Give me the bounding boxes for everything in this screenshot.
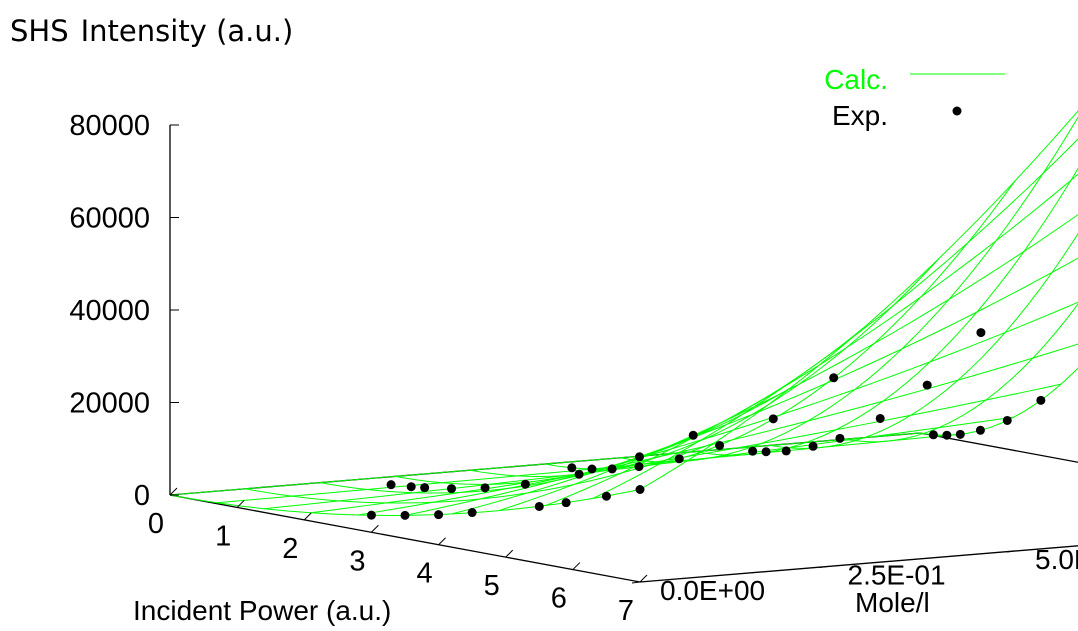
data-point-1 (400, 510, 410, 520)
data-point-17 (567, 463, 577, 473)
x-tick-label-6: 6 (551, 583, 567, 615)
x-tick-mark-5 (505, 549, 514, 558)
legend-swatch-exp (952, 106, 962, 116)
z-tick-label-1: 20000 (69, 388, 150, 420)
x-tick-label-0: 0 (148, 508, 164, 540)
y-tick-mark-1 (819, 566, 828, 568)
data-point-27 (781, 446, 791, 456)
back-base-line (919, 432, 1078, 463)
legend: Calc. Exp. (824, 64, 1005, 131)
data-point-28 (808, 441, 818, 451)
z-tick-label-0: 0 (134, 480, 150, 512)
x-tick-mark-4 (438, 537, 446, 546)
x-tick-label-3: 3 (349, 545, 365, 577)
data-point-16 (688, 430, 698, 440)
experimental-points (366, 328, 1046, 520)
surface-line-y-10 (919, 367, 1078, 436)
data-point-6 (601, 491, 611, 501)
x-tick-label-2: 2 (282, 533, 298, 565)
data-point-20 (634, 462, 644, 472)
surface-line-x-9 (592, 138, 1078, 499)
data-point-24 (829, 373, 839, 383)
y-tick-label-2: 5.0E-01 (1035, 544, 1078, 575)
surface-line-x-5 (404, 301, 1078, 516)
data-point-9 (406, 482, 416, 492)
x-axis-line (169, 494, 641, 583)
data-point-7 (635, 485, 645, 494)
data-point-23 (768, 414, 778, 424)
data-point-32 (976, 328, 986, 338)
data-point-4 (534, 501, 544, 511)
x-tick-mark-7 (639, 574, 648, 583)
x-tick-mark-3 (371, 524, 379, 533)
surface-line-y-4 (469, 257, 941, 478)
data-point-31 (922, 380, 932, 390)
x-tick-mark-6 (572, 562, 581, 570)
surface-line-x-4 (357, 343, 1078, 516)
data-point-36 (975, 425, 985, 435)
data-point-5 (561, 498, 571, 508)
surface-line-y-6 (619, 116, 1078, 463)
data-point-14 (574, 469, 584, 479)
y-tick-label-1: 2.5E-01 (848, 560, 946, 591)
y-tick-mark-2 (1006, 550, 1016, 553)
y-tick-mark-0 (631, 581, 641, 584)
data-point-38 (1036, 395, 1046, 405)
data-point-13 (520, 479, 530, 489)
data-point-35 (955, 429, 965, 439)
surface-line-y-8 (769, 232, 1078, 449)
y-axis-label: Mole/l (855, 587, 930, 618)
data-point-12 (480, 483, 490, 493)
x-tick-mark-1 (236, 500, 245, 508)
z-tick-label-4: 80000 (69, 110, 150, 142)
surface-mesh (169, 110, 1078, 516)
data-point-25 (748, 446, 758, 456)
data-point-37 (1002, 415, 1012, 425)
title-text: Intensity (a.u.) (80, 14, 294, 48)
data-point-26 (761, 447, 771, 457)
x-axis-label: Incident Power (a.u.) (133, 595, 391, 626)
data-point-22 (715, 440, 725, 450)
surface-line-x-8 (545, 173, 1078, 506)
data-point-3 (467, 508, 477, 518)
data-point-2 (434, 510, 444, 520)
axis-ticks: 012345670.0E+002.5E-015.0E-017.5E-011.0E… (69, 110, 1078, 627)
z-tick-label-3: 60000 (69, 203, 150, 235)
surface-line-x-0 (169, 432, 921, 496)
x-tick-label-7: 7 (618, 595, 634, 627)
x-tick-mark-0 (169, 487, 178, 496)
y-tick-label-0: 0.0E+00 (660, 575, 765, 606)
surface-line-x-10 (639, 110, 1078, 490)
x-tick-label-5: 5 (484, 570, 500, 602)
data-point-30 (875, 413, 885, 423)
x-tick-label-4: 4 (417, 558, 433, 590)
data-point-18 (587, 464, 597, 474)
title-prefix: SHS (10, 14, 69, 48)
surface-line-x-7 (498, 214, 1078, 512)
legend-label-exp: Exp. (832, 100, 888, 131)
data-point-33 (928, 430, 938, 440)
data-point-19 (607, 464, 617, 474)
x-tick-mark-2 (303, 512, 312, 521)
data-point-8 (386, 480, 396, 490)
data-point-34 (942, 430, 952, 440)
surface-line-x-3 (310, 383, 1062, 514)
z-axis-title: SHS Intensity (a.u.) (10, 14, 293, 48)
data-point-29 (835, 433, 845, 443)
data-point-11 (447, 484, 456, 494)
x-tick-label-1: 1 (215, 520, 231, 552)
data-point-0 (366, 510, 376, 520)
data-point-10 (420, 483, 430, 493)
data-point-15 (635, 452, 644, 462)
data-point-21 (674, 454, 684, 464)
legend-label-calc: Calc. (824, 64, 888, 95)
z-tick-label-2: 40000 (69, 295, 150, 327)
axes-frame (169, 125, 1078, 583)
surface-line-y-5 (544, 180, 1016, 470)
